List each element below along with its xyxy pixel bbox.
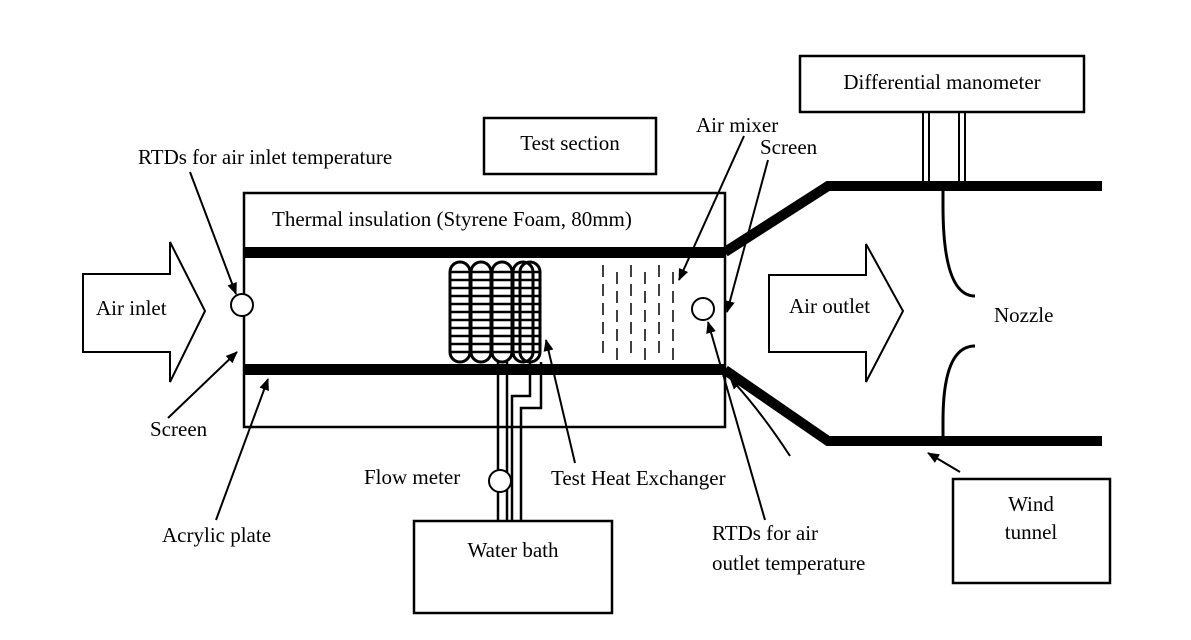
nozzle-label: Nozzle [994,303,1053,327]
test-heat-exchanger-label: Test Heat Exchanger [551,466,726,490]
test-section-label: Test section [520,131,620,155]
air-inlet-arrow [82,241,207,383]
acrylic-plate-bottom [244,364,725,375]
air-outlet-arrow [768,243,905,383]
arrow-screen-top [725,159,769,313]
rtds-outlet-label-line2: outlet temperature [712,551,865,575]
air-mixer [602,265,674,360]
water-pipes [496,362,543,520]
air-mixer-label: Air mixer [696,113,778,137]
arrow-contraction [729,377,791,457]
manometer-tubes [922,112,966,184]
test-heat-exchanger [448,260,542,364]
wind-tunnel-label-line1: Wind [1008,492,1054,516]
wind-tunnel-label-line2: tunnel [1005,520,1058,544]
differential-manometer-label: Differential manometer [843,70,1040,94]
air-outlet-label: Air outlet [789,294,870,318]
nozzle [941,186,976,441]
contraction-walls [722,181,1102,446]
rtds-inlet-label: RTDs for air inlet temperature [138,145,392,169]
test-section-box [482,116,658,176]
air-inlet-label: Air inlet [96,296,167,320]
leader-arrows [167,135,961,521]
rtd-inlet-sensor [230,293,254,317]
arrow-wind-tunnel [927,452,961,473]
water-bath-label: Water bath [467,538,559,562]
flow-meter-label: Flow meter [364,465,460,489]
acrylic-plate-label: Acrylic plate [162,523,271,547]
rtd-outlet-sensor [691,297,715,321]
acrylic-plate-top [244,247,725,258]
flow-meter-icon [488,469,512,493]
arrow-acrylic-plate [215,378,269,521]
arrow-test-heat-exchanger [543,339,576,464]
rtds-outlet-label-line1: RTDs for air [712,521,818,545]
arrow-rtds-outlet [706,321,766,521]
wind-tunnel-box [951,477,1112,585]
screen-bottom-label: Screen [150,417,208,441]
arrow-rtds-inlet [189,171,237,295]
differential-manometer-box [798,54,1086,114]
screen-top-label: Screen [760,135,818,159]
water-bath-box [412,519,614,615]
arrow-screen-bottom [167,351,238,419]
arrow-air-mixer [678,135,745,281]
thermal-insulation-label: Thermal insulation (Styrene Foam, 80mm) [272,207,632,231]
